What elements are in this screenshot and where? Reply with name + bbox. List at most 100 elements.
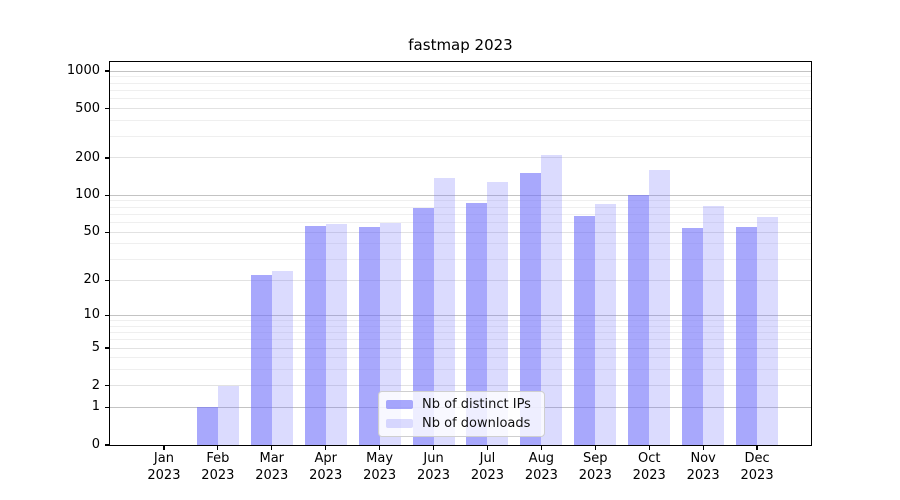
x-tick-label: May 2023 xyxy=(363,451,397,483)
y-tick xyxy=(104,444,110,446)
y-tick xyxy=(104,157,110,159)
bar-downloads-aug-2023 xyxy=(541,154,563,445)
x-tick xyxy=(432,445,435,450)
gridline-minor xyxy=(110,325,811,327)
y-tick-label: 500 xyxy=(75,100,100,116)
gridline-minor xyxy=(110,157,811,159)
y-tick xyxy=(104,70,110,72)
gridline-minor xyxy=(110,339,811,341)
bar-distinct-ips-mar-2023 xyxy=(250,275,272,445)
y-tick-label: 1000 xyxy=(66,63,100,79)
gridline-minor xyxy=(110,319,811,321)
x-tick-label: Feb 2023 xyxy=(201,451,235,483)
y-tick-label: 200 xyxy=(75,149,100,165)
bar-downloads-jul-2023 xyxy=(487,181,509,445)
bar-distinct-ips-apr-2023 xyxy=(304,226,326,445)
gridline-minor xyxy=(110,331,811,333)
legend: Nb of distinct IPs Nb of downloads xyxy=(378,391,545,437)
gridline-minor xyxy=(110,108,811,109)
legend-label-downloads: Nb of downloads xyxy=(422,416,531,431)
bar-downloads-feb-2023 xyxy=(217,385,239,445)
gridline-minor xyxy=(110,385,811,387)
x-tick-label: Nov 2023 xyxy=(686,451,720,483)
x-tick xyxy=(486,445,489,450)
legend-item-downloads: Nb of downloads xyxy=(386,414,538,433)
x-tick xyxy=(594,445,596,450)
x-tick xyxy=(540,445,542,450)
x-tick-label: Apr 2023 xyxy=(309,451,343,483)
y-tick xyxy=(104,279,110,281)
gridline-minor xyxy=(110,76,811,78)
gridline-minor xyxy=(110,243,811,245)
x-tick-label: Sep 2023 xyxy=(578,451,612,483)
bar-downloads-may-2023 xyxy=(379,223,401,445)
bar-distinct-ips-sep-2023 xyxy=(574,215,596,445)
x-tick xyxy=(379,445,381,450)
x-tick xyxy=(325,445,327,450)
gridline-minor xyxy=(110,213,811,215)
y-tick xyxy=(104,314,110,316)
bar-downloads-mar-2023 xyxy=(271,270,293,445)
legend-swatch-distinct-ips xyxy=(386,400,413,409)
y-tick-label: 1 xyxy=(91,399,100,415)
y-tick-label: 100 xyxy=(75,187,100,203)
gridline-minor xyxy=(110,369,811,371)
bar-distinct-ips-jun-2023 xyxy=(412,208,434,445)
gridline-minor xyxy=(110,135,811,137)
gridline-minor xyxy=(110,89,811,91)
bar-downloads-dec-2023 xyxy=(757,217,779,445)
x-tick xyxy=(648,445,650,450)
plot-area xyxy=(110,62,811,445)
gridline-minor xyxy=(110,231,811,233)
bar-distinct-ips-nov-2023 xyxy=(682,228,704,445)
legend-swatch-downloads xyxy=(386,419,413,428)
gridline-minor xyxy=(110,200,811,202)
gridline-minor xyxy=(110,347,811,349)
y-tick xyxy=(104,194,110,196)
bar-distinct-ips-feb-2023 xyxy=(196,407,218,445)
y-tick-label: 2 xyxy=(91,377,100,393)
legend-label-distinct-ips: Nb of distinct IPs xyxy=(422,397,531,412)
bar-distinct-ips-oct-2023 xyxy=(628,195,650,445)
gridline-minor xyxy=(110,82,811,84)
gridline-minor xyxy=(110,279,811,281)
x-tick-label: Aug 2023 xyxy=(524,451,558,483)
x-tick-label: Jul 2023 xyxy=(470,451,504,483)
x-tick-label: Jan 2023 xyxy=(147,451,181,483)
bar-downloads-jun-2023 xyxy=(433,178,455,445)
chart-title: fastmap 2023 xyxy=(408,36,513,54)
y-tick-label: 0 xyxy=(91,437,100,452)
gridline-minor xyxy=(110,221,811,223)
x-tick-label: Dec 2023 xyxy=(740,451,774,483)
gridline-minor xyxy=(110,357,811,359)
y-tick xyxy=(104,231,110,233)
y-tick-label: 5 xyxy=(91,340,100,355)
legend-item-distinct-ips: Nb of distinct IPs xyxy=(386,395,538,414)
y-tick xyxy=(104,107,110,110)
y-tick-label: 20 xyxy=(83,272,100,288)
gridline-major xyxy=(110,314,811,316)
bar-distinct-ips-dec-2023 xyxy=(736,227,758,445)
x-tick xyxy=(271,445,273,450)
x-tick xyxy=(163,445,165,450)
bar-downloads-oct-2023 xyxy=(649,169,671,445)
y-tick-label: 10 xyxy=(83,307,100,323)
x-tick xyxy=(702,445,704,450)
x-tick-label: Jun 2023 xyxy=(416,451,451,483)
y-tick xyxy=(104,406,110,409)
bar-downloads-apr-2023 xyxy=(325,224,347,445)
gridline-minor xyxy=(110,120,811,122)
bar-downloads-sep-2023 xyxy=(595,203,617,445)
bar-distinct-ips-aug-2023 xyxy=(520,172,542,445)
gridline-minor xyxy=(110,206,811,208)
y-tick xyxy=(104,347,110,349)
gridline-minor xyxy=(110,258,811,260)
x-tick xyxy=(217,445,219,450)
x-tick xyxy=(756,445,758,450)
bar-distinct-ips-may-2023 xyxy=(358,227,380,445)
y-tick-label: 50 xyxy=(83,224,100,240)
x-tick-label: Mar 2023 xyxy=(255,451,289,483)
gridline-major xyxy=(110,70,811,72)
x-tick-label: Oct 2023 xyxy=(632,451,666,483)
